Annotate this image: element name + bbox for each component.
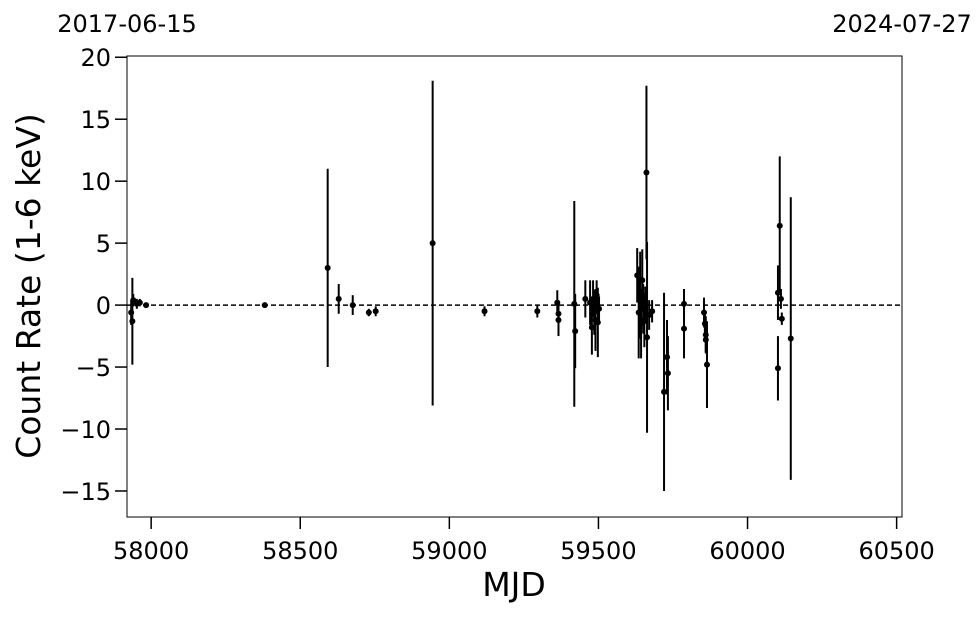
data-point — [143, 302, 150, 309]
data-point — [128, 309, 135, 316]
y-tick-label: −10 — [60, 416, 111, 444]
x-tick-label: 60000 — [709, 537, 785, 565]
data-point — [130, 297, 137, 304]
top-date-label: 2017-06-15 — [57, 10, 196, 38]
y-tick-label: 20 — [80, 44, 111, 72]
data-point — [643, 169, 650, 176]
y-tick-label: −5 — [76, 354, 111, 382]
x-tick-label: 60500 — [858, 537, 934, 565]
data-point — [649, 308, 656, 315]
data-point — [774, 365, 781, 372]
data-point — [596, 305, 603, 312]
data-point — [534, 308, 541, 315]
data-point — [572, 328, 579, 335]
y-tick-label: −15 — [60, 478, 111, 506]
data-point — [261, 302, 268, 309]
data-point — [778, 315, 785, 322]
data-point — [372, 308, 379, 315]
data-point — [777, 295, 784, 302]
data-point — [681, 325, 688, 332]
y-tick-label: 0 — [96, 292, 111, 320]
data-point — [335, 295, 342, 302]
x-tick-label: 58000 — [113, 537, 189, 565]
data-point — [644, 334, 651, 341]
data-point — [582, 295, 589, 302]
data-point — [639, 277, 646, 284]
x-axis-label: MJD — [482, 565, 546, 604]
data-point — [661, 388, 668, 395]
data-point — [136, 299, 143, 306]
data-point — [703, 361, 710, 368]
x-tick-label: 58500 — [262, 537, 338, 565]
data-point — [324, 264, 331, 271]
x-tick-label: 59500 — [560, 537, 636, 565]
data-point — [429, 240, 436, 247]
data-point — [776, 222, 783, 229]
y-tick-label: 10 — [80, 168, 111, 196]
top-date-label: 2024-07-27 — [832, 10, 971, 38]
x-tick-label: 59000 — [411, 537, 487, 565]
data-point — [664, 370, 671, 377]
y-tick-label: 15 — [80, 106, 111, 134]
data-point — [555, 316, 562, 323]
y-axis-label: Count Rate (1-6 keV) — [9, 113, 48, 459]
plot-frame — [126, 55, 903, 518]
data-point — [787, 335, 794, 342]
data-point — [481, 308, 488, 315]
data-point — [349, 302, 356, 309]
data-point — [365, 309, 372, 316]
y-tick-label: 5 — [96, 230, 111, 258]
